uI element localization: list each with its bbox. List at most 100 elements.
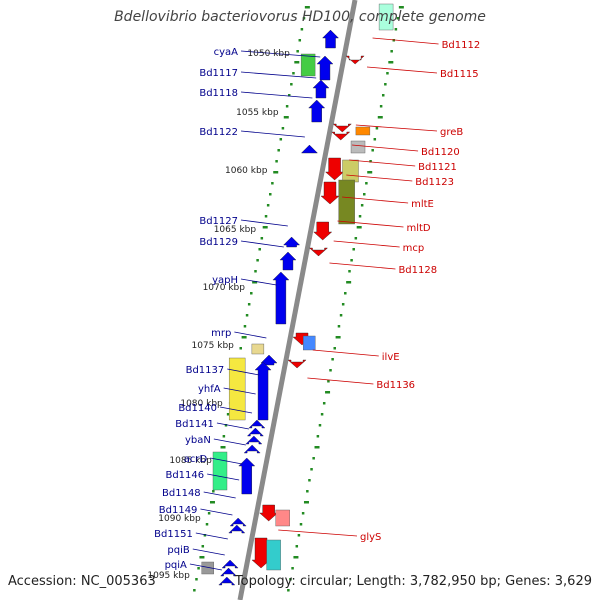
leader-line-left [240, 91, 313, 99]
tick-mark-left [277, 149, 280, 152]
tick-mark-right [331, 358, 334, 361]
reverse-gene [332, 123, 352, 133]
tick-mark-right [295, 545, 299, 548]
leader-line-right [333, 240, 400, 248]
tick-mark-left [260, 237, 264, 240]
gene-label-right: mltE [411, 199, 434, 210]
tick-mark-right [303, 501, 309, 504]
tick-mark-left [205, 523, 209, 526]
leader-line-left [227, 368, 260, 376]
leader-line-left [234, 331, 267, 339]
forward-gene [221, 559, 239, 569]
tick-mark-left [287, 94, 291, 97]
tick-mark-left [304, 6, 310, 9]
tick-mark-left [220, 446, 226, 449]
leader-line-right [278, 529, 358, 537]
tick-mark-right [293, 556, 299, 559]
gene-label-right: Bd1123 [415, 177, 454, 188]
gene-label-left: Bd1148 [162, 488, 201, 499]
operon-block-pale [251, 343, 265, 355]
gene-label-right: Bd1115 [440, 69, 479, 80]
tick-mark-right [312, 457, 315, 460]
gene-label-right: ilvE [382, 352, 400, 363]
forward-gene [308, 99, 326, 123]
tick-mark-right [320, 413, 324, 416]
leader-line-right [349, 159, 416, 167]
tick-mark-right [350, 259, 353, 262]
gene-label-right: mcp [403, 243, 425, 254]
tick-mark-right [398, 6, 404, 9]
operon-block-orange [355, 126, 371, 136]
tick-mark-left [193, 589, 196, 592]
gene-label-right: Bd1128 [398, 265, 437, 276]
scale-tick-label: 1080 kbp [180, 399, 223, 409]
operon-block-teal [212, 451, 228, 491]
operon-block-blue [303, 335, 316, 351]
reverse-gene [325, 157, 345, 181]
forward-gene [220, 567, 238, 577]
topology-text: Topology: circular; Length: 3,782,950 bp… [234, 574, 592, 589]
tick-mark-left [275, 160, 278, 163]
operon-block-olive-light [342, 159, 359, 183]
tick-mark-right [287, 589, 290, 592]
tick-mark-left [281, 127, 285, 130]
tick-mark-right [365, 182, 368, 185]
tick-mark-left [262, 226, 268, 229]
leader-line-left [207, 473, 240, 481]
leader-line-right [366, 66, 438, 74]
tick-mark-right [325, 391, 331, 394]
tick-mark-left [285, 105, 289, 108]
tick-mark-right [339, 314, 343, 317]
gene-label-right: Bd1112 [442, 40, 481, 51]
tick-mark-right [386, 72, 389, 75]
tick-mark-left [250, 292, 253, 295]
scale-tick-label: 1055 kbp [236, 108, 279, 118]
tick-mark-left [207, 512, 211, 515]
reverse-gene [308, 247, 329, 257]
tick-mark-left [239, 347, 242, 350]
scale-tick-label: 1060 kbp [225, 166, 268, 176]
tick-mark-right [379, 105, 383, 108]
forward-gene [279, 251, 297, 271]
gene-label-right: greB [440, 127, 463, 138]
gene-label-right: glyS [360, 532, 381, 543]
scale-tick-label: 1065 kbp [214, 225, 257, 235]
reverse-gene [331, 131, 351, 141]
gene-label-left: yhfA [198, 384, 221, 395]
tick-mark-right [306, 490, 309, 493]
forward-gene [228, 524, 246, 534]
tick-mark-left [292, 72, 295, 75]
leader-line-right [329, 262, 396, 270]
tick-mark-right [348, 270, 351, 273]
gene-label-right: Bd1121 [418, 162, 457, 173]
tick-mark-right [327, 380, 330, 383]
forward-gene [245, 435, 263, 445]
gene-label-right: Bd1136 [376, 380, 415, 391]
tick-mark-right [375, 127, 379, 130]
tick-mark-right [371, 149, 374, 152]
tick-mark-right [369, 160, 372, 163]
forward-gene [316, 55, 334, 81]
operon-block-grey [201, 561, 214, 575]
tick-mark-left [199, 556, 205, 559]
tick-mark-right [337, 325, 341, 328]
forward-gene [254, 361, 272, 421]
tick-mark-right [289, 578, 292, 581]
leader-line-right [312, 349, 379, 357]
leader-line-left [189, 563, 222, 571]
leader-line-left [216, 422, 249, 430]
tick-mark-left [245, 314, 249, 317]
tick-mark-left [224, 424, 228, 427]
gene-label-left: Bd1117 [199, 68, 238, 79]
operon-block-silver [350, 140, 366, 154]
operon-block-yellow [228, 357, 246, 421]
tick-mark-left [203, 534, 207, 537]
leader-line-left [200, 508, 233, 516]
tick-mark-left [254, 270, 257, 273]
scale-tick-label: 1050 kbp [247, 49, 290, 59]
leader-line-left [240, 71, 317, 79]
leader-line-right [352, 144, 419, 152]
label-layer: 1050 kbp 1055 kbp 1060 kbp 1065 kbp 1070 kbp… [147, 40, 480, 581]
tick-mark-left [266, 204, 270, 207]
tick-mark-left [279, 138, 283, 141]
